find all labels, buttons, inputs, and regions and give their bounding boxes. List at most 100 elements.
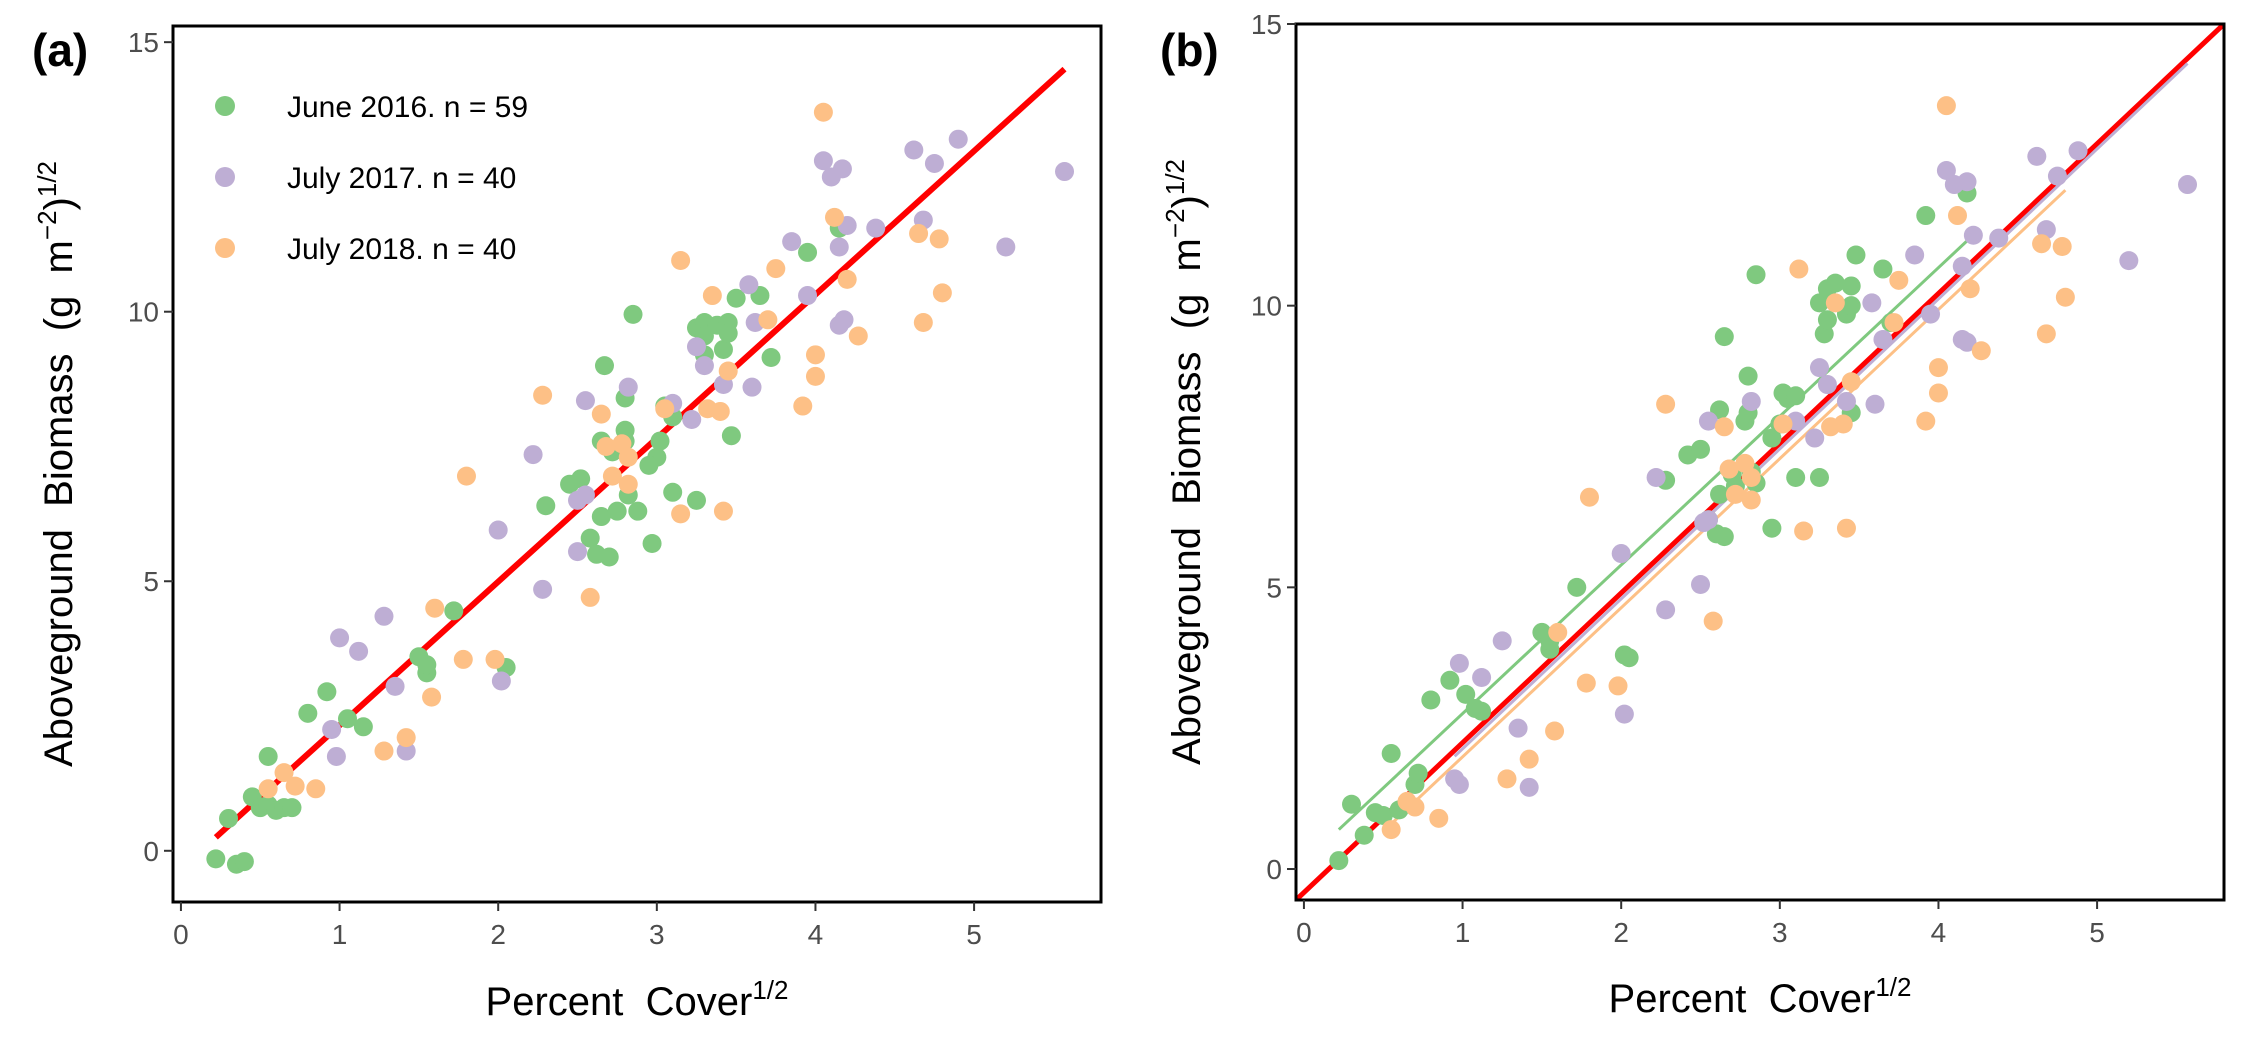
- panel-a-point-july-2017-3: [349, 641, 369, 661]
- panel-a-point-july-2017-19: [739, 275, 759, 295]
- panel-a-x-tick-label-2: 2: [490, 919, 506, 950]
- panel-a-point-july-2018-27: [766, 259, 786, 279]
- panel-a-point-june-2016-0: [206, 849, 226, 869]
- panel-b-point-july-2018-13: [1714, 417, 1734, 437]
- panel-a-point-june-2016-51: [726, 288, 746, 308]
- panel-a-point-june-2016-52: [761, 348, 781, 368]
- panel-b-point-july-2018-18: [1773, 414, 1793, 434]
- panel-a-point-july-2018-38: [932, 283, 952, 303]
- panel-a-y-ticks: 0 5 10 15: [128, 27, 173, 867]
- panel-a-point-july-2018-12: [580, 587, 600, 607]
- panel-a-point-july-2017-6: [396, 741, 416, 761]
- panel-b-point-july-2018-29: [1928, 383, 1948, 403]
- panel-a-point-july-2018-17: [618, 474, 638, 494]
- panel-a-point-july-2018-34: [848, 326, 868, 346]
- panel-b-point-july-2017-17: [1809, 358, 1829, 378]
- panel-b-point-july-2017-35: [2119, 251, 2139, 271]
- panel-a-point-june-2016-47: [713, 339, 733, 359]
- panel-b-point-june-2016-24: [1710, 484, 1730, 504]
- panel-a-point-july-2017-2: [330, 628, 350, 648]
- legend: June 2016. n = 59 July 2017. n = 40 July…: [215, 91, 528, 266]
- panel-a-x-axis-title: Percent Cover1/2: [486, 975, 789, 1024]
- panel-b-point-june-2016-1: [1342, 794, 1362, 814]
- panel-b-point-july-2017-13: [1698, 411, 1718, 431]
- panel-a-point-july-2017-0: [322, 719, 342, 739]
- panel-b-point-june-2016-33: [1714, 327, 1734, 347]
- panel-b-point-june-2016-16: [1567, 577, 1587, 597]
- panel-a-point-july-2017-23: [798, 286, 818, 306]
- panel-a-point-july-2018-5: [396, 728, 416, 748]
- panel-b-point-june-2016-40: [1786, 467, 1806, 487]
- panel-b-point-june-2016-2: [1354, 825, 1374, 845]
- panel-b-point-july-2018-23: [1833, 414, 1853, 434]
- panel-a-point-june-2016-50: [721, 426, 741, 446]
- panel-b-point-june-2016-8: [1408, 763, 1428, 783]
- panel-b-point-july-2018-17: [1741, 490, 1761, 510]
- panel-b-point-july-2018-10: [1608, 676, 1628, 696]
- panel-a-point-june-2016-11: [298, 703, 318, 723]
- panel-b-point-june-2016-21: [1691, 439, 1711, 459]
- panel-b-point-july-2018-8: [1576, 673, 1596, 693]
- panel-b-point-june-2016-10: [1440, 670, 1460, 690]
- legend-marker-july-2017: [215, 167, 235, 187]
- panel-a-point-july-2018-33: [837, 269, 857, 289]
- panel-b-point-june-2016-58: [1465, 698, 1485, 718]
- panel-b-point-june-2016-55: [1817, 310, 1837, 330]
- panel-b-point-july-2018-12: [1703, 611, 1723, 631]
- panel-b-x-axis-title: Percent Cover1/2: [1609, 972, 1912, 1021]
- panel-a-point-june-2016-27: [599, 547, 619, 567]
- panel-a-point-june-2016-23: [580, 528, 600, 548]
- panel-b-point-july-2018-3: [1429, 808, 1449, 828]
- panel-a-point-july-2017-17: [686, 337, 706, 357]
- panel-a-point-july-2017-9: [523, 445, 543, 465]
- panel-b-y-tick-label-10: 10: [1251, 291, 1282, 322]
- panel-b-point-july-2017-30: [1989, 228, 2009, 248]
- panel-b-point-july-2018-34: [1971, 341, 1991, 361]
- panel-a-points: [206, 102, 1075, 874]
- panel-b-point-july-2017-1: [1449, 775, 1469, 795]
- panel-b-point-july-2017-16: [1805, 428, 1825, 448]
- panel-a-point-june-2016-25: [591, 507, 611, 527]
- panel-a-point-june-2016-39: [650, 431, 670, 451]
- panel-a-point-july-2017-14: [618, 377, 638, 397]
- panel-b-x-tick-label-2: 2: [1613, 917, 1629, 948]
- panel-b-line-june-2016-fit: [1337, 239, 1969, 831]
- panel-a-point-june-2016-3: [219, 808, 239, 828]
- panel-b-point-july-2017-11: [1691, 575, 1711, 595]
- panel-a-point-july-2018-10: [485, 649, 505, 669]
- panel-a-point-june-2016-49: [718, 323, 738, 343]
- panel-b-point-june-2016-52: [1916, 206, 1936, 226]
- panel-b-y-tick-label-5: 5: [1266, 572, 1282, 603]
- panel-b-point-july-2018-35: [2032, 234, 2052, 254]
- panel-b-point-july-2017-26: [1952, 256, 1972, 276]
- panel-b-point-june-2016-18: [1619, 648, 1639, 668]
- panel-b-point-july-2017-31: [2027, 146, 2047, 166]
- panel-b-point-july-2018-14: [1719, 459, 1739, 479]
- panel-a-frame: [171, 24, 1103, 904]
- panel-a-point-july-2018-23: [710, 401, 730, 421]
- panel-a-point-june-2016-42: [686, 490, 706, 510]
- panel-a-point-july-2017-4: [374, 606, 394, 626]
- panel-b-point-july-2017-24: [1936, 160, 1956, 180]
- panel-a-point-june-2016-12: [317, 682, 337, 702]
- legend-item-june-2016: June 2016. n = 59: [215, 91, 528, 124]
- panel-b-point-july-2017-39: [1698, 510, 1718, 530]
- panel-b-point-june-2016-42: [1809, 293, 1829, 313]
- panel-b-point-july-2017-7: [1614, 704, 1634, 724]
- panel-a-point-july-2018-1: [274, 763, 294, 783]
- panel-a-point-july-2017-5: [385, 676, 405, 696]
- panel-b-point-july-2017-23: [1921, 304, 1941, 324]
- panel-b-y-tick-label-0: 0: [1266, 854, 1282, 885]
- panel-a-x-ticks: 0 1 2 3 4 5: [173, 902, 982, 950]
- panel-b-line-1-1: [1296, 24, 2224, 900]
- panel-a-point-july-2018-4: [374, 741, 394, 761]
- panel-a-point-july-2018-25: [718, 361, 738, 381]
- panel-b-point-july-2018-7: [1548, 622, 1568, 642]
- panel-a-point-june-2016-33: [628, 501, 648, 521]
- panel-b-point-july-2018-2: [1405, 797, 1425, 817]
- panel-b-x-ticks: 0 1 2 3 4 5: [1296, 900, 2105, 948]
- panel-a-point-june-2016-17: [417, 655, 437, 675]
- panel-b-point-july-2017-34: [2068, 141, 2088, 161]
- panel-a-point-june-2016-9: [282, 798, 302, 818]
- panel-a-point-july-2017-39: [575, 485, 595, 505]
